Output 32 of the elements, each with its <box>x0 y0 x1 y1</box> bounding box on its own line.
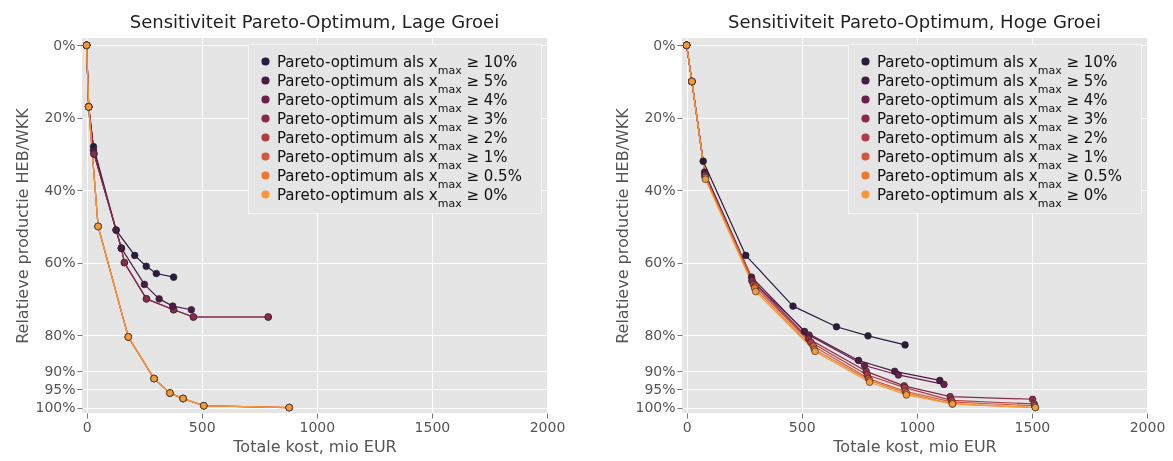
x-tick-label: 2000 <box>529 418 566 435</box>
y-tick-label: 100% <box>35 399 76 416</box>
y-tick-label: 0% <box>53 36 76 53</box>
y-tick-label: 80% <box>644 326 676 343</box>
y-tick-label: 80% <box>44 326 76 343</box>
x-tick-label: 1000 <box>899 418 936 435</box>
y-axis-title: Relatieve productie HEB/WKK <box>613 107 633 344</box>
y-tick-label: 100% <box>635 399 676 416</box>
chart-title: Sensitiviteit Pareto-Optimum, Lage Groei <box>129 11 500 32</box>
y-tick-label: 0% <box>653 36 676 53</box>
y-tick-label: 95% <box>44 380 76 397</box>
y-tick-label: 20% <box>44 109 76 126</box>
x-tick-label: 1000 <box>299 418 336 435</box>
x-axis-title: Totale kost, mio EUR <box>232 436 397 456</box>
y-tick-label: 95% <box>644 380 676 397</box>
x-tick-label: 0 <box>82 418 92 435</box>
y-tick-label: 40% <box>644 181 676 198</box>
x-tick-label: 1500 <box>414 418 451 435</box>
x-axis-title: Totale kost, mio EUR <box>832 436 997 456</box>
y-tick-label: 60% <box>644 254 676 271</box>
chart-title: Sensitiviteit Pareto-Optimum, Hoge Groei <box>728 11 1101 32</box>
x-tick-label: 500 <box>788 418 816 435</box>
y-tick-label: 40% <box>44 181 76 198</box>
x-tick-label: 0 <box>682 418 692 435</box>
y-tick-label: 60% <box>44 254 76 271</box>
x-tick-label: 1500 <box>1014 418 1051 435</box>
y-tick-label: 90% <box>44 362 76 379</box>
y-axis-title: Relatieve productie HEB/WKK <box>13 107 33 344</box>
y-tick-label: 90% <box>644 362 676 379</box>
x-tick-label: 500 <box>188 418 216 435</box>
y-tick-label: 20% <box>644 109 676 126</box>
x-tick-label: 2000 <box>1129 418 1166 435</box>
